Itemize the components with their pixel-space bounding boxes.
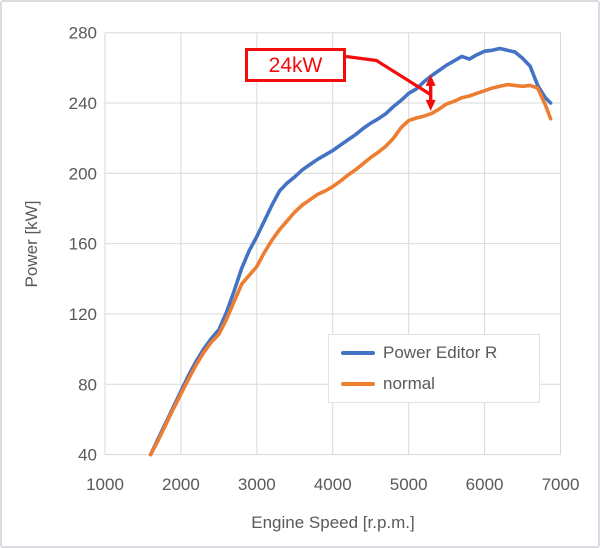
x-tick-label: 6000 <box>466 475 504 494</box>
y-tick-label: 200 <box>69 164 97 183</box>
x-tick-label: 2000 <box>162 475 200 494</box>
legend-line-sample-blue <box>341 351 375 355</box>
legend-line-sample-orange <box>341 382 375 386</box>
legend-item-normal: normal <box>329 373 539 395</box>
y-tick-label: 280 <box>69 24 97 43</box>
x-tick-label: 3000 <box>238 475 276 494</box>
annotation-arrowhead-up <box>425 74 436 86</box>
legend-label-normal: normal <box>383 374 435 393</box>
y-tick-label: 160 <box>69 235 97 254</box>
x-tick-label: 7000 <box>542 475 580 494</box>
legend-item-power-editor-r: Power Editor R <box>329 342 539 364</box>
y-tick-label: 80 <box>78 375 97 394</box>
annotation-box: 24kW <box>245 48 346 82</box>
annotation-leader-line <box>345 54 431 96</box>
chart-legend: Power Editor R normal <box>328 334 540 403</box>
x-tick-label: 4000 <box>314 475 352 494</box>
x-tick-label: 1000 <box>86 475 124 494</box>
y-tick-label: 240 <box>69 94 97 113</box>
series-line-normal <box>148 82 553 457</box>
y-tick-label: 40 <box>78 446 97 465</box>
y-tick-label: 120 <box>69 305 97 324</box>
y-axis-title: Power [kW] <box>22 200 41 288</box>
x-tick-label: 5000 <box>390 475 428 494</box>
legend-label-power-editor-r: Power Editor R <box>383 343 498 362</box>
annotation-arrowhead-down <box>425 99 436 111</box>
annotation-label: 24kW <box>268 53 323 77</box>
x-axis-title: Engine Speed [r.p.m.] <box>251 513 415 532</box>
series-line-power-editor-r <box>148 46 553 457</box>
